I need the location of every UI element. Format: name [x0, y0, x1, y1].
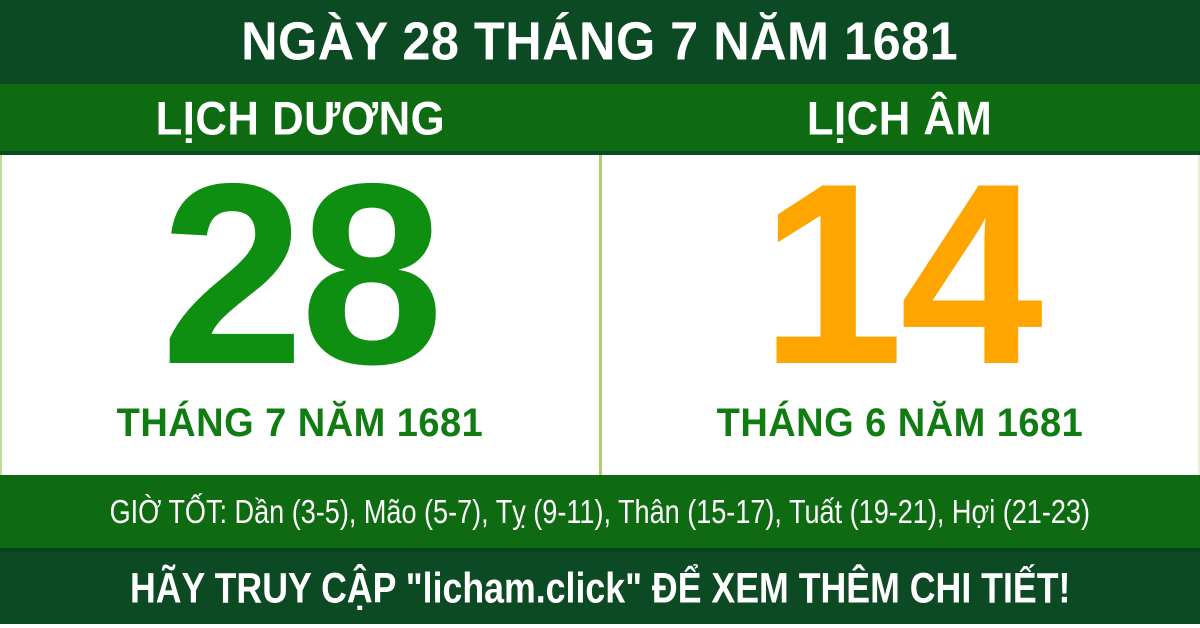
- calendar-headers-row: LỊCH DƯƠNG LỊCH ÂM: [0, 84, 1200, 155]
- date-title-bar: NGÀY 28 THÁNG 7 NĂM 1681: [0, 0, 1200, 84]
- lunar-month-year-label: THÁNG 6 NĂM 1681: [716, 401, 1084, 445]
- solar-month-year-label: THÁNG 7 NĂM 1681: [116, 401, 484, 445]
- calendar-panels: 28 THÁNG 7 NĂM 1681 14 THÁNG 6 NĂM 1681: [0, 129, 1200, 475]
- solar-panel: 28 THÁNG 7 NĂM 1681: [2, 129, 599, 475]
- solar-calendar-header-label: LỊCH DƯƠNG: [155, 90, 445, 145]
- lunar-calendar-header: LỊCH ÂM: [600, 84, 1200, 151]
- good-hours-bar: GIỜ TỐT: Dần (3-5), Mão (5-7), Tỵ (9-11)…: [0, 475, 1200, 548]
- solar-day-number: 28: [160, 129, 444, 418]
- lunar-day-number: 14: [760, 129, 1043, 418]
- footer-bar: HÃY TRUY CẬP "licham.click" ĐỂ XEM THÊM …: [0, 548, 1200, 624]
- good-hours-text: GIỜ TỐT: Dần (3-5), Mão (5-7), Tỵ (9-11)…: [109, 492, 1091, 530]
- lunar-panel: 14 THÁNG 6 NĂM 1681: [602, 129, 1199, 475]
- lunar-calendar-header-label: LỊCH ÂM: [807, 90, 993, 145]
- page-title: NGÀY 28 THÁNG 7 NĂM 1681: [241, 12, 959, 72]
- solar-calendar-header: LỊCH DƯƠNG: [0, 84, 600, 151]
- panel-divider: [598, 155, 602, 475]
- footer-cta-text: HÃY TRUY CẬP "licham.click" ĐỂ XEM THÊM …: [129, 563, 1071, 612]
